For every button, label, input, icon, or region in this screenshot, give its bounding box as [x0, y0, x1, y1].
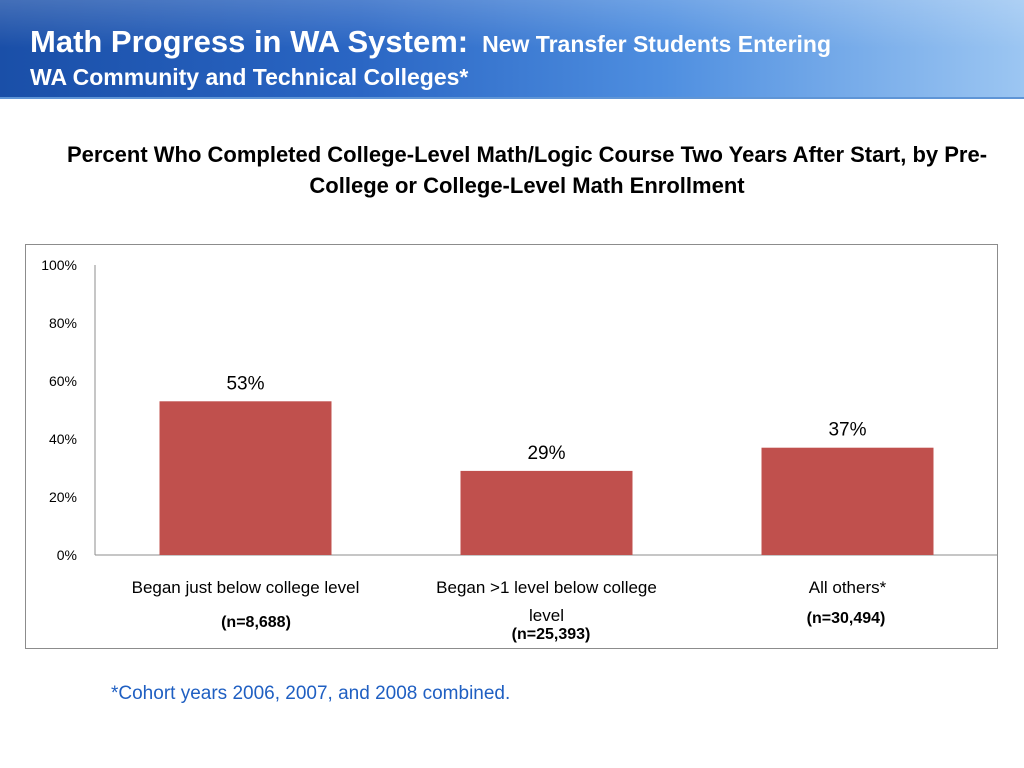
bar — [761, 447, 934, 555]
x-tick-label: Began >1 level below college — [436, 578, 657, 597]
chart-frame: 0% 20% 40% 60% 80% 100% 53% Began just below co… — [25, 244, 998, 649]
header-gloss — [0, 0, 1024, 48]
x-tick-label: All others* — [809, 578, 887, 597]
y-tick-label: 40% — [49, 431, 77, 447]
y-tick-label: 0% — [57, 547, 77, 563]
sample-size-label: (n=8,688) — [221, 614, 291, 631]
bar-chart: 0% 20% 40% 60% 80% 100% 53% Began just below co… — [41, 257, 997, 643]
y-tick-label: 100% — [41, 257, 77, 273]
data-label: 53% — [226, 373, 264, 394]
x-tick-label: level — [529, 606, 564, 625]
chart-title: Percent Who Completed College-Level Math… — [66, 142, 988, 198]
y-tick-label: 60% — [49, 373, 77, 389]
footnote: *Cohort years 2006, 2007, and 2008 combi… — [111, 683, 511, 704]
title-line2: WA Community and Technical Colleges* — [30, 64, 469, 90]
y-tick-label: 20% — [49, 489, 77, 505]
slide-title: Math Progress in WA System: New Transfer … — [30, 24, 831, 60]
sample-size-label: (n=30,494) — [807, 610, 886, 627]
x-tick-label: Began just below college level — [132, 578, 360, 597]
y-tick-label: 80% — [49, 315, 77, 331]
data-label: 37% — [828, 420, 866, 441]
data-label: 29% — [527, 443, 565, 464]
bar — [460, 470, 633, 555]
title-sub: New Transfer Students Entering — [482, 31, 832, 57]
title-main: Math Progress in WA System: — [30, 24, 469, 59]
sample-size-label: (n=25,393) — [512, 626, 591, 643]
slide-header: Math Progress in WA System: New Transfer … — [0, 0, 1024, 99]
bar — [159, 401, 332, 555]
